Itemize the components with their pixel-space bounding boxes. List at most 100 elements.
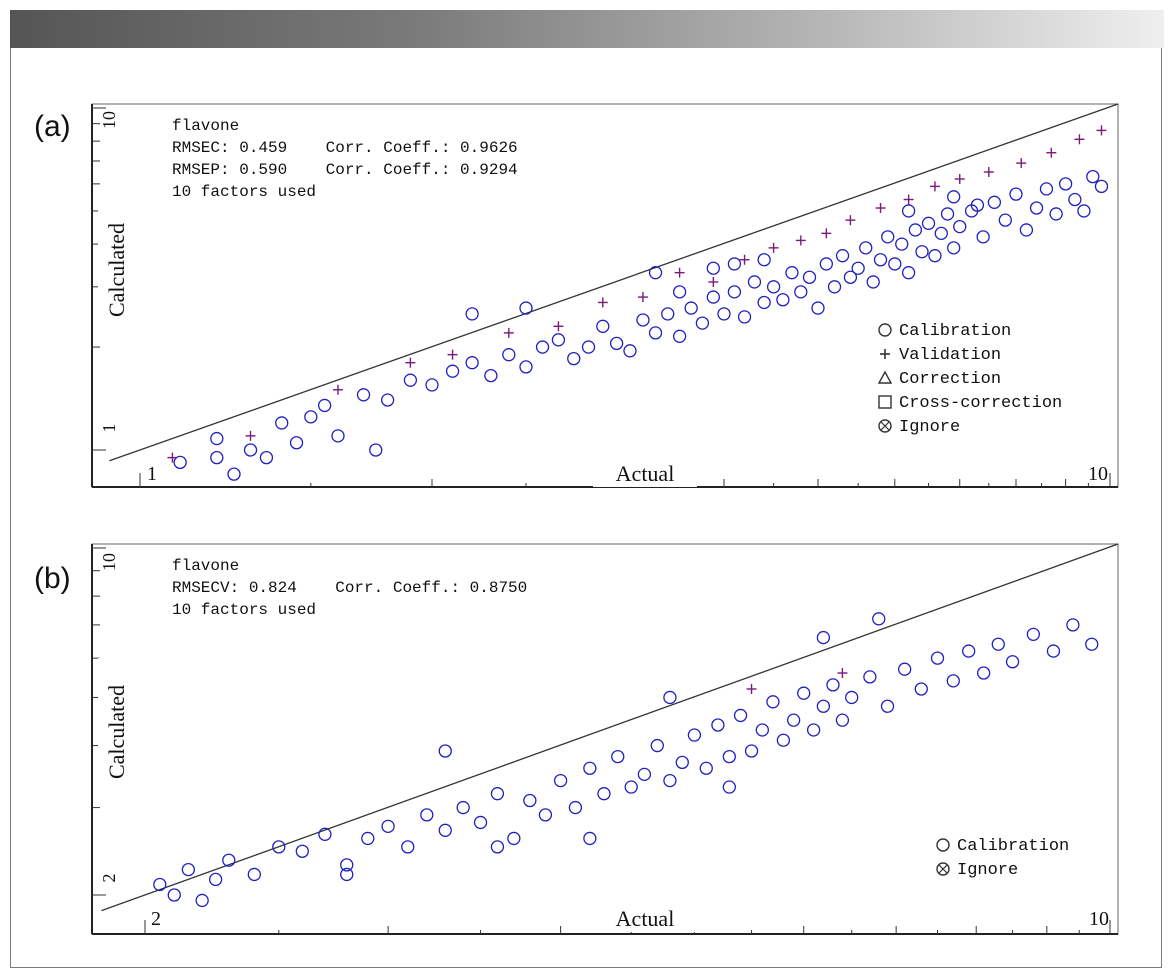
validation-point	[1074, 134, 1085, 145]
calibration-point	[490, 840, 505, 854]
calibration-point	[826, 678, 840, 692]
calibration-point	[687, 728, 702, 742]
legend-correction-icon	[877, 370, 893, 384]
reference-line-0	[109, 103, 1119, 462]
calibration-point	[835, 249, 850, 263]
x-tick-label-max-0: 10	[1088, 463, 1108, 485]
calibration-point	[934, 226, 948, 241]
calibration-point	[208, 872, 223, 887]
legend-ignore-icon-x2	[880, 421, 890, 431]
calibration-point	[962, 644, 976, 658]
calibration-point	[317, 398, 332, 413]
calibration-point	[675, 755, 689, 770]
calibration-point	[153, 877, 167, 892]
header-gradient-bar	[10, 10, 1164, 48]
calibration-point	[167, 888, 181, 902]
validation-point	[875, 203, 886, 214]
calibration-point	[609, 336, 624, 351]
calibration-point	[699, 761, 713, 775]
annotation-1-0: flavone	[172, 557, 239, 575]
calibration-point	[1094, 179, 1109, 194]
calibration-point	[737, 310, 752, 324]
y-tick-label-max-0: 10	[99, 111, 119, 129]
calibration-point	[210, 431, 224, 446]
plot-area-1	[91, 543, 1119, 935]
calibration-point	[567, 351, 581, 366]
y-tick-label-min-1: 2	[99, 874, 119, 883]
calibration-point	[173, 455, 187, 470]
calibration-point	[275, 416, 289, 430]
calibration-point	[845, 690, 859, 705]
legend-ignore-icon	[936, 862, 950, 876]
legend-label-1-0: Calibration	[957, 837, 1069, 856]
calibration-point	[361, 831, 375, 846]
calibration-point	[465, 307, 479, 321]
calibration-point	[947, 241, 961, 255]
validation-point	[167, 452, 178, 463]
calibration-point	[289, 436, 304, 450]
calibration-point	[1005, 655, 1020, 669]
calibration-point	[1009, 187, 1023, 201]
legend-ignore-icon-x2	[938, 864, 948, 874]
calibration-point	[827, 280, 842, 294]
validation-point	[929, 181, 940, 192]
calibration-point	[222, 853, 236, 867]
calibration-point	[465, 356, 479, 370]
calibration-point	[940, 207, 955, 221]
calibration-point	[663, 773, 677, 788]
calibration-point	[1029, 201, 1044, 215]
calibration-point	[1058, 177, 1073, 191]
validation-point	[597, 297, 608, 308]
annotation-0-2: RMSEP: 0.590 Corr. Coeff.: 0.9294	[172, 161, 518, 179]
calibration-point	[786, 713, 801, 727]
legend-label-0-0: Calibration	[899, 322, 1011, 341]
calibration-point	[901, 266, 916, 280]
calibration-point	[843, 270, 858, 284]
calibration-point	[928, 249, 942, 263]
calibration-point	[930, 651, 945, 665]
calibration-point	[706, 290, 720, 304]
y-tick-label-min-0: 1	[99, 424, 119, 433]
calibration-point	[445, 364, 460, 378]
y-tick-label-max-1: 10	[99, 553, 119, 571]
calibration-point	[744, 744, 759, 758]
calibration-point	[581, 340, 596, 354]
validation-point	[837, 668, 848, 679]
calibration-point	[331, 429, 345, 443]
calibration-point	[340, 858, 354, 872]
calibration-point	[227, 467, 241, 481]
validation-point	[332, 384, 343, 395]
validation-point	[553, 321, 564, 332]
calibration-point	[895, 237, 909, 251]
calibration-point	[953, 219, 967, 234]
validation-point	[708, 276, 719, 287]
calibration-point	[318, 827, 332, 841]
calibration-point	[873, 253, 888, 267]
calibration-point	[802, 270, 817, 284]
x-tick-label-min-0: 1	[147, 463, 157, 485]
legend-ignore-icon	[878, 419, 892, 433]
calibration-point	[733, 708, 748, 723]
calibration-point	[380, 393, 395, 407]
calibration-point	[998, 213, 1012, 227]
calibration-point	[438, 823, 452, 837]
calibration-point	[1049, 207, 1063, 221]
annotation-0-1: RMSEC: 0.459 Corr. Coeff.: 0.9626	[172, 139, 518, 157]
validation-point	[447, 349, 458, 360]
calibration-point	[816, 699, 831, 713]
calibration-point	[977, 666, 991, 680]
calibration-point	[835, 713, 850, 727]
calibration-point	[755, 723, 769, 737]
calibration-point	[881, 230, 895, 244]
calibration-point	[863, 670, 877, 684]
calibration-point	[438, 744, 452, 758]
validation-point	[768, 242, 779, 253]
calibration-point	[672, 329, 687, 343]
calibration-point	[717, 307, 731, 321]
validation-point	[954, 174, 965, 185]
calibration-point	[340, 867, 354, 882]
x-axis-label-0: Actual	[616, 461, 675, 486]
calibration-point	[420, 808, 434, 822]
calibration-point	[403, 373, 418, 387]
